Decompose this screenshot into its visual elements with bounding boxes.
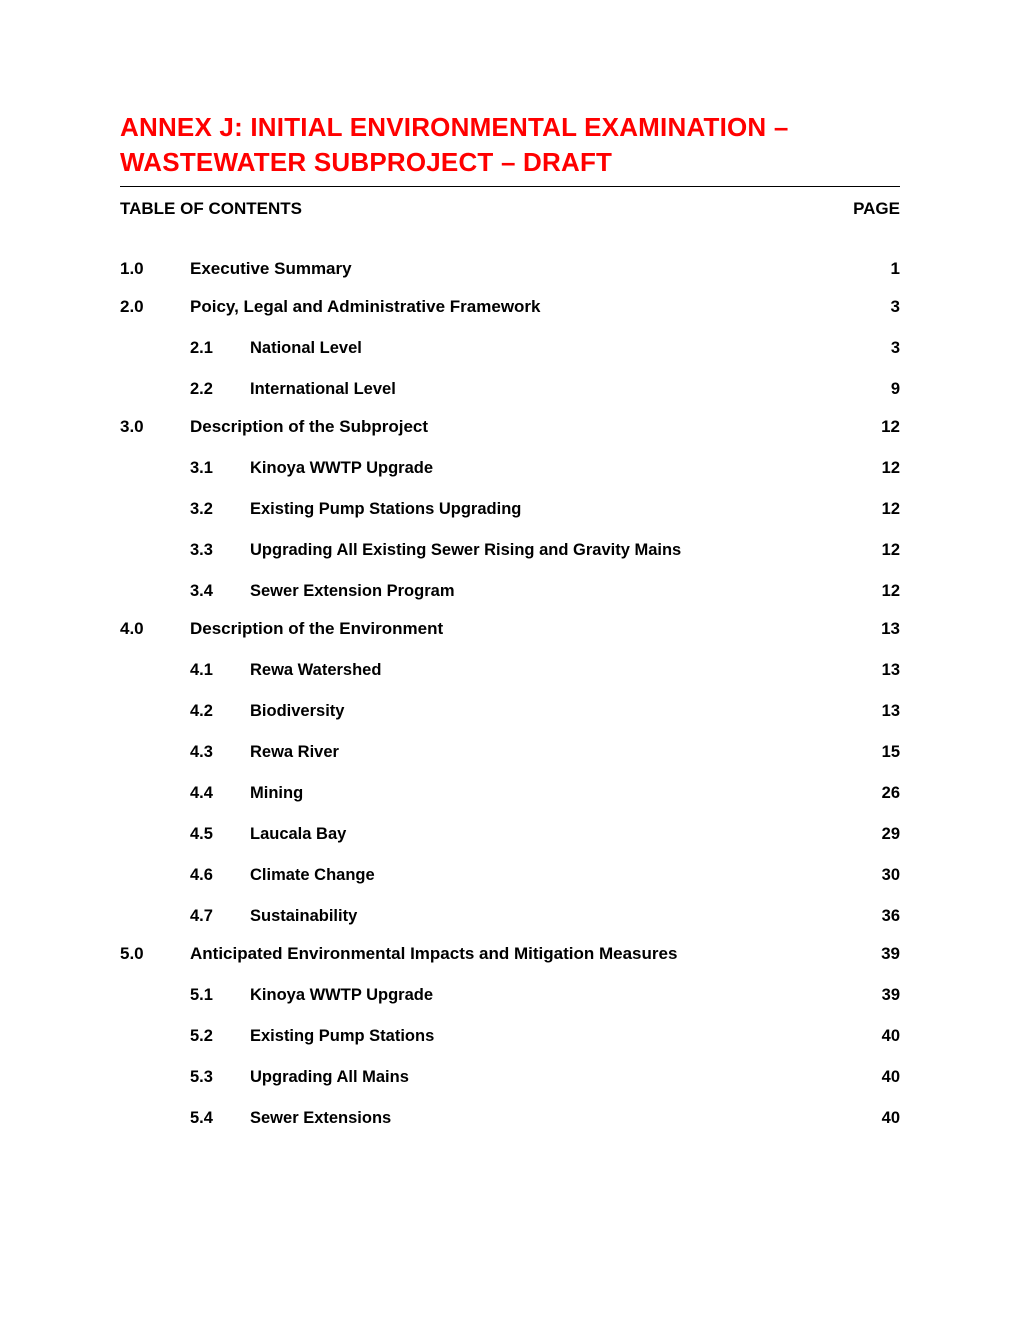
toc-entry-page: 39 (860, 986, 900, 1005)
toc-entry-subnumber: 5.3 (190, 1068, 250, 1087)
toc-entry-page: 30 (860, 866, 900, 885)
toc-entry-subnumber: 2.1 (190, 339, 250, 358)
toc-entry-page: 1 (860, 259, 900, 279)
toc-header-row: TABLE OF CONTENTS PAGE (120, 199, 900, 219)
toc-entry: 4.2Biodiversity13 (120, 702, 900, 721)
toc-entry: 3.1Kinoya WWTP Upgrade12 (120, 459, 900, 478)
toc-entry-title: Kinoya WWTP Upgrade (250, 459, 860, 478)
toc-entry: 4.5Laucala Bay29 (120, 825, 900, 844)
toc-entry-number: 5.0 (120, 944, 190, 964)
toc-entry: 5.3Upgrading All Mains40 (120, 1068, 900, 1087)
toc-entry-title: Poicy, Legal and Administrative Framewor… (190, 297, 860, 317)
toc-entry-title: Description of the Subproject (190, 417, 860, 437)
toc-entry: 4.0Description of the Environment13 (120, 619, 900, 639)
toc-entry-page: 40 (860, 1068, 900, 1087)
toc-entry: 5.2Existing Pump Stations40 (120, 1027, 900, 1046)
toc-entry-subnumber: 3.4 (190, 582, 250, 601)
toc-entry-number: 3.0 (120, 417, 190, 437)
table-of-contents: 1.0Executive Summary1 2.0Poicy, Legal and… (120, 259, 900, 1128)
toc-entry-page: 29 (860, 825, 900, 844)
toc-entry-page: 12 (860, 500, 900, 519)
toc-header-left: TABLE OF CONTENTS (120, 199, 302, 219)
toc-entry: 3.3Upgrading All Existing Sewer Rising a… (120, 541, 900, 560)
toc-entry: 4.6Climate Change30 (120, 866, 900, 885)
toc-entry-page: 3 (860, 297, 900, 317)
toc-entry-page: 12 (860, 417, 900, 437)
toc-entry-subnumber: 5.2 (190, 1027, 250, 1046)
toc-entry: 3.4Sewer Extension Program12 (120, 582, 900, 601)
toc-entry: 4.3Rewa River15 (120, 743, 900, 762)
toc-entry-subnumber: 4.4 (190, 784, 250, 803)
toc-entry: 3.2Existing Pump Stations Upgrading12 (120, 500, 900, 519)
toc-entry-subnumber: 4.2 (190, 702, 250, 721)
toc-entry-subnumber: 3.2 (190, 500, 250, 519)
toc-entry-subnumber: 5.4 (190, 1109, 250, 1128)
toc-entry-page: 12 (860, 541, 900, 560)
toc-entry: 2.2International Level9 (120, 380, 900, 399)
toc-entry: 4.4Mining26 (120, 784, 900, 803)
toc-entry: 1.0Executive Summary1 (120, 259, 900, 279)
toc-entry-title: International Level (250, 380, 860, 399)
toc-entry-page: 9 (860, 380, 900, 399)
toc-entry-title: Sewer Extension Program (250, 582, 860, 601)
toc-entry-title: Rewa Watershed (250, 661, 860, 680)
toc-entry-subnumber: 4.7 (190, 907, 250, 926)
toc-entry-subnumber: 4.6 (190, 866, 250, 885)
document-title: ANNEX J: INITIAL ENVIRONMENTAL EXAMINATI… (120, 110, 900, 187)
toc-entry-title: Upgrading All Mains (250, 1068, 860, 1087)
toc-entry-page: 12 (860, 459, 900, 478)
toc-entry-page: 13 (860, 702, 900, 721)
toc-entry-number: 1.0 (120, 259, 190, 279)
toc-entry-subnumber: 4.5 (190, 825, 250, 844)
toc-entry-subnumber: 3.1 (190, 459, 250, 478)
toc-entry-title: Rewa River (250, 743, 860, 762)
toc-entry: 3.0Description of the Subproject12 (120, 417, 900, 437)
toc-entry-subnumber: 4.3 (190, 743, 250, 762)
toc-entry: 4.7Sustainability36 (120, 907, 900, 926)
toc-entry-page: 26 (860, 784, 900, 803)
toc-header-right: PAGE (853, 199, 900, 219)
toc-entry-page: 39 (860, 944, 900, 964)
toc-entry: 2.0Poicy, Legal and Administrative Frame… (120, 297, 900, 317)
toc-entry-page: 36 (860, 907, 900, 926)
toc-entry-title: Description of the Environment (190, 619, 860, 639)
toc-entry: 4.1Rewa Watershed13 (120, 661, 900, 680)
toc-entry-title: National Level (250, 339, 860, 358)
toc-entry-title: Executive Summary (190, 259, 860, 279)
toc-entry-page: 13 (860, 661, 900, 680)
toc-entry: 2.1National Level3 (120, 339, 900, 358)
toc-entry: 5.0Anticipated Environmental Impacts and… (120, 944, 900, 964)
toc-entry-page: 40 (860, 1109, 900, 1128)
toc-entry-number: 4.0 (120, 619, 190, 639)
toc-entry-number: 2.0 (120, 297, 190, 317)
toc-entry-subnumber: 2.2 (190, 380, 250, 399)
toc-entry-subnumber: 3.3 (190, 541, 250, 560)
toc-entry-title: Laucala Bay (250, 825, 860, 844)
toc-entry-title: Mining (250, 784, 860, 803)
toc-entry-title: Existing Pump Stations Upgrading (250, 500, 860, 519)
toc-entry-subnumber: 5.1 (190, 986, 250, 1005)
toc-entry-title: Climate Change (250, 866, 860, 885)
toc-entry-page: 40 (860, 1027, 900, 1046)
toc-entry-title: Existing Pump Stations (250, 1027, 860, 1046)
toc-entry-title: Sustainability (250, 907, 860, 926)
toc-entry-page: 15 (860, 743, 900, 762)
toc-entry-title: Kinoya WWTP Upgrade (250, 986, 860, 1005)
toc-entry: 5.1Kinoya WWTP Upgrade39 (120, 986, 900, 1005)
toc-entry-page: 12 (860, 582, 900, 601)
toc-entry-title: Upgrading All Existing Sewer Rising and … (250, 541, 860, 560)
toc-entry: 5.4Sewer Extensions40 (120, 1109, 900, 1128)
toc-entry-subnumber: 4.1 (190, 661, 250, 680)
toc-entry-title: Anticipated Environmental Impacts and Mi… (190, 944, 860, 964)
toc-entry-page: 3 (860, 339, 900, 358)
toc-entry-title: Biodiversity (250, 702, 860, 721)
toc-entry-page: 13 (860, 619, 900, 639)
toc-entry-title: Sewer Extensions (250, 1109, 860, 1128)
